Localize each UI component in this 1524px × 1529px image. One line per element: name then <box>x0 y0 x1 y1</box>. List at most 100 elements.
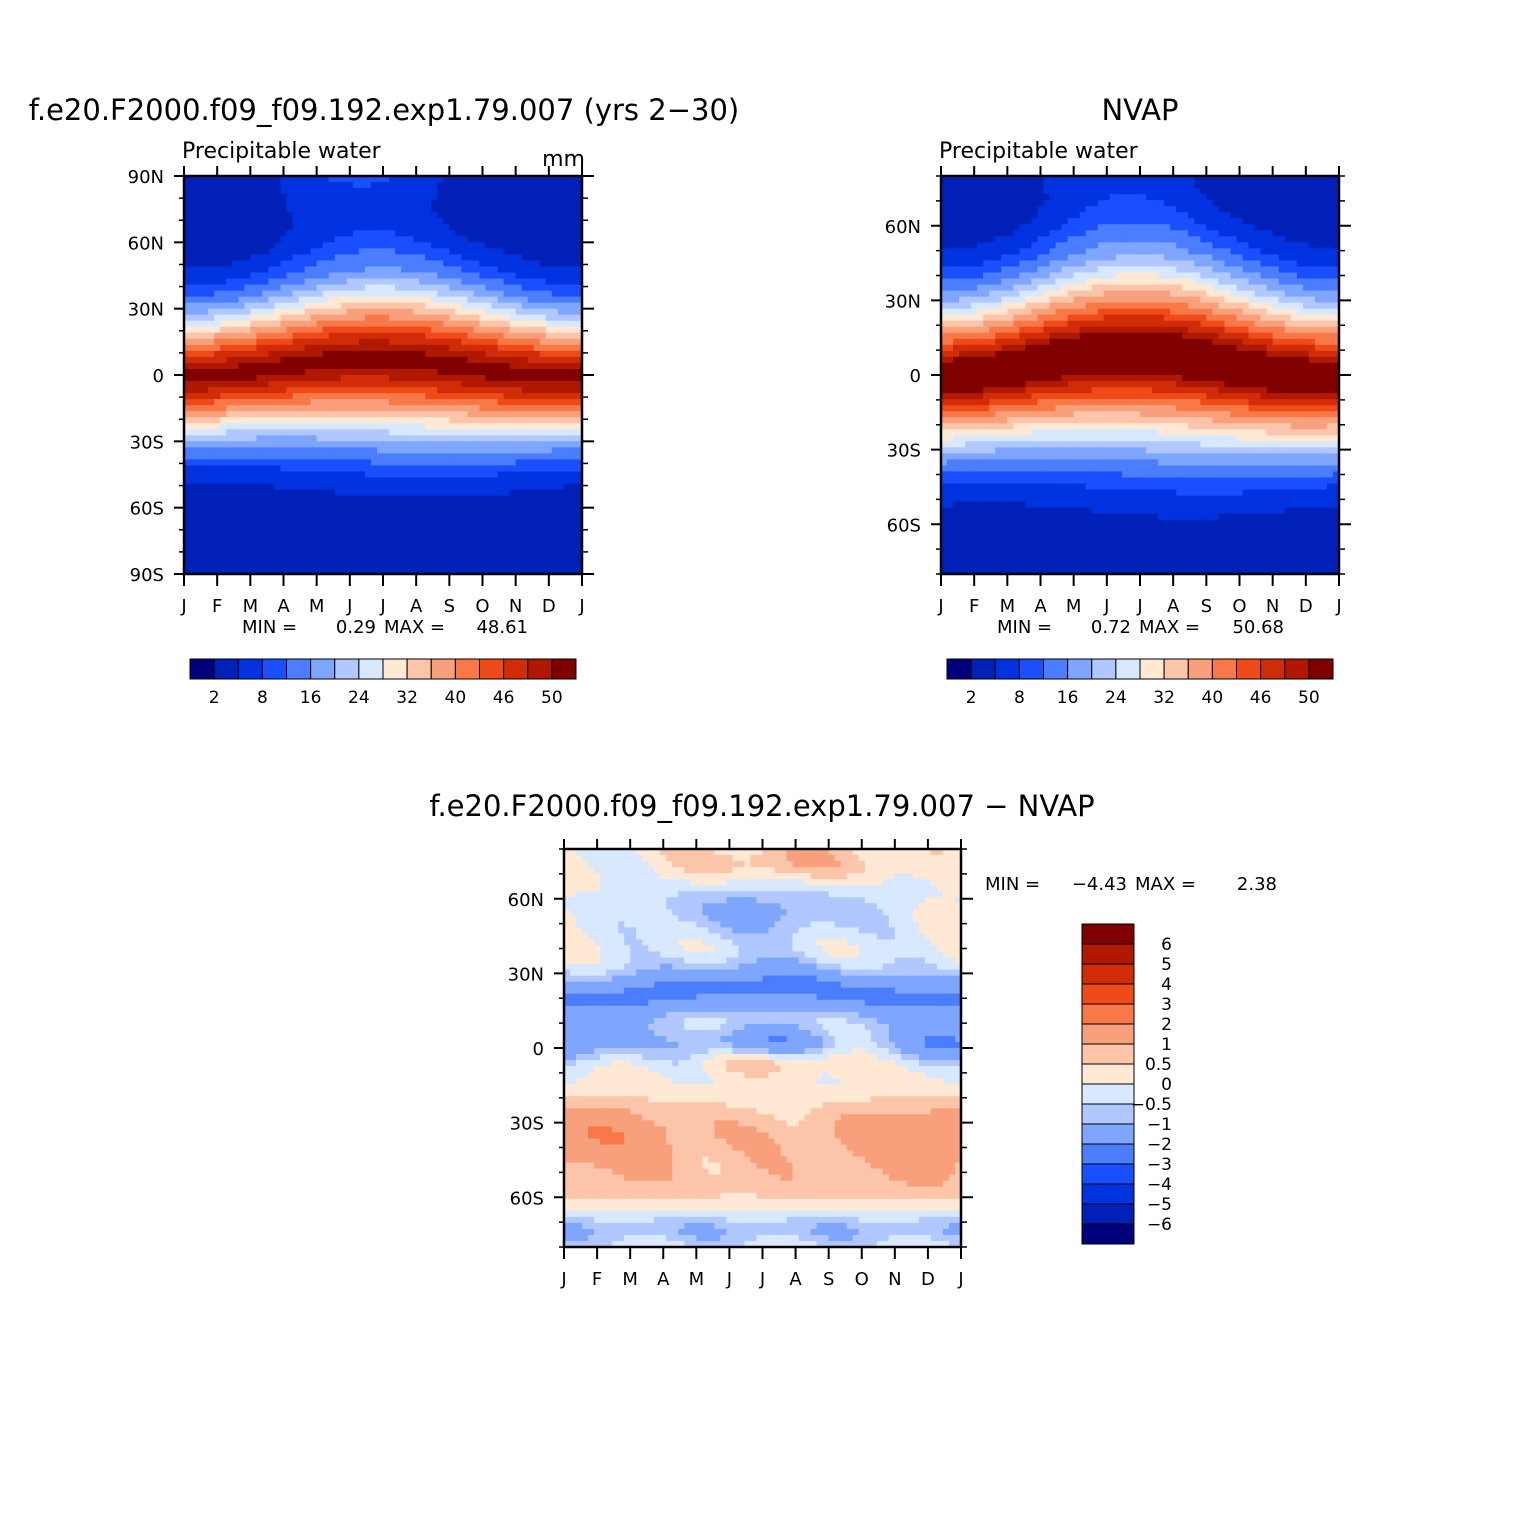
field-cell <box>1146 212 1153 219</box>
field-cell <box>365 315 372 322</box>
field-cell <box>293 212 300 219</box>
field-cell <box>989 212 996 219</box>
y-tick-label: 0 <box>153 366 164 387</box>
field-cell <box>492 339 499 346</box>
field-cell <box>1236 188 1243 195</box>
field-cell <box>1086 218 1093 225</box>
field-cell <box>498 453 505 460</box>
field-cell <box>250 532 257 539</box>
field-cell <box>407 260 414 267</box>
field-cell <box>262 508 269 515</box>
field-cell <box>268 369 275 376</box>
field-cell <box>413 387 420 394</box>
field-cell <box>323 411 330 418</box>
field-cell <box>371 333 378 340</box>
field-cell <box>473 484 480 491</box>
field-cell <box>238 550 245 557</box>
field-cell <box>407 490 414 497</box>
field-cell <box>413 453 420 460</box>
field-cell <box>293 471 300 478</box>
field-cell <box>262 182 269 189</box>
field-cell <box>377 459 384 466</box>
field-cell <box>274 447 281 454</box>
field-cell <box>335 532 342 539</box>
field-cell <box>226 502 233 509</box>
field-cell <box>256 393 263 400</box>
field-cell <box>238 490 245 497</box>
field-cell <box>250 188 257 195</box>
field-cell <box>208 254 215 261</box>
field-cell <box>299 381 306 388</box>
field-cell <box>443 224 450 231</box>
field-cell <box>347 429 354 436</box>
field-cell <box>365 345 372 352</box>
field-cell <box>353 200 360 207</box>
field-cell <box>287 260 294 267</box>
field-cell <box>226 435 233 442</box>
field-cell <box>413 520 420 527</box>
field-cell <box>220 291 227 298</box>
field-cell <box>510 496 517 503</box>
field-cell <box>347 242 354 249</box>
field-cell <box>492 526 499 533</box>
field-cell <box>280 447 287 454</box>
field-cell <box>268 254 275 261</box>
field-cell <box>467 465 474 472</box>
field-cell <box>377 381 384 388</box>
field-cell <box>293 478 300 485</box>
field-cell <box>395 248 402 255</box>
field-cell <box>347 556 354 563</box>
field-cell <box>1044 188 1051 195</box>
field-cell <box>226 496 233 503</box>
field-cell <box>516 514 523 521</box>
field-cell <box>443 381 450 388</box>
field-cell <box>329 502 336 509</box>
field-cell <box>455 333 462 340</box>
field-cell <box>311 387 318 394</box>
field-cell <box>353 212 360 219</box>
field-cell <box>983 212 990 219</box>
field-cell <box>1243 188 1250 195</box>
field-cell <box>226 514 233 521</box>
field-cell <box>540 339 547 346</box>
field-cell <box>244 538 251 545</box>
field-cell <box>1092 188 1099 195</box>
field-cell <box>305 327 312 334</box>
field-cell <box>256 339 263 346</box>
field-cell <box>238 303 245 310</box>
field-cell <box>353 411 360 418</box>
field-cell <box>250 411 257 418</box>
field-cell <box>190 363 197 370</box>
field-cell <box>425 538 432 545</box>
field-cell <box>365 496 372 503</box>
field-cell <box>467 484 474 491</box>
field-cell <box>552 471 559 478</box>
field-cell <box>220 200 227 207</box>
field-cell <box>238 435 245 442</box>
field-cell <box>443 562 450 569</box>
field-cell <box>335 230 342 237</box>
field-cell <box>317 544 324 551</box>
field-cell <box>365 411 372 418</box>
field-cell <box>256 327 263 334</box>
field-cell <box>383 230 390 237</box>
field-cell <box>395 351 402 358</box>
field-cell <box>552 291 559 298</box>
field-cell <box>528 423 535 430</box>
field-cell <box>262 447 269 454</box>
field-cell <box>389 194 396 201</box>
field-cell <box>335 315 342 322</box>
field-cell <box>268 375 275 382</box>
field-cell <box>498 224 505 231</box>
field-cell <box>1279 212 1286 219</box>
field-cell <box>347 490 354 497</box>
field-cell <box>395 182 402 189</box>
field-cell <box>353 556 360 563</box>
field-cell <box>389 236 396 243</box>
field-cell <box>208 502 215 509</box>
field-cell <box>232 345 239 352</box>
field-cell <box>190 502 197 509</box>
field-cell <box>299 441 306 448</box>
field-cell <box>516 453 523 460</box>
